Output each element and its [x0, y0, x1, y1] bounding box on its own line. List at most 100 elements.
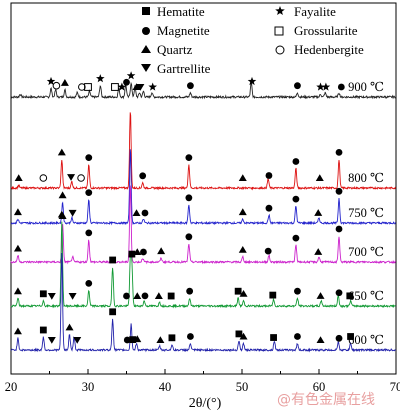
marker-0-3 [78, 83, 86, 91]
series-2 [10, 149, 396, 226]
legend-gartrellite: Gartrellite [141, 61, 211, 76]
series-line-0 [10, 81, 397, 100]
legend-hematite: Hematite [142, 4, 205, 19]
marker-3-0 [13, 244, 22, 252]
marker-5-16 [316, 336, 325, 343]
legend-quartz: Quartz [141, 42, 193, 57]
markers-4 [13, 210, 354, 300]
legend-grossularite-label: Grossularite [294, 23, 358, 38]
marker-2-4 [132, 209, 141, 216]
series-label-4: 650 ℃ [348, 289, 384, 303]
marker-5-18 [347, 333, 354, 340]
marker-4-6 [109, 256, 117, 264]
marker-1-8 [238, 174, 247, 181]
marker-5-4 [73, 337, 82, 344]
legend-magnetite: Magnetite [142, 23, 210, 38]
marker-0-10 [132, 83, 141, 90]
marker-0-1 [52, 81, 61, 90]
marker-1-11 [315, 174, 324, 181]
marker-4-3 [57, 210, 66, 218]
marker-4-19 [335, 289, 343, 297]
marker-4-14 [234, 287, 242, 295]
x-tick-label-0: 20 [5, 380, 18, 394]
markers-5 [13, 308, 354, 344]
x-tick-label-1: 30 [82, 380, 95, 394]
markers-2 [13, 187, 343, 217]
series-line-3 [10, 185, 397, 265]
marker-0-14 [247, 76, 257, 86]
marker-5-1 [39, 326, 47, 334]
marker-4-17 [294, 287, 301, 295]
markers-3 [13, 212, 343, 256]
marker-4-11 [154, 292, 163, 299]
marker-4-5 [85, 280, 93, 287]
marker-5-8 [133, 335, 142, 343]
series-label-2: 750 ℃ [348, 206, 384, 220]
legend-hedenbergite-label: Hedenbergite [294, 42, 364, 57]
marker-5-13 [239, 332, 248, 340]
legend-hedenbergite: Hedenbergite [275, 42, 364, 57]
marker-4-8 [128, 250, 136, 258]
legend-grossularite-symbol [274, 26, 284, 36]
legend-star-shape [275, 6, 285, 15]
series-label-5: 600 ℃ [348, 333, 384, 347]
marker-0-18 [337, 83, 345, 91]
marker-0-9 [126, 71, 136, 80]
marker-5-15 [294, 333, 301, 340]
marker-layer [13, 71, 354, 344]
markers-1 [14, 148, 343, 182]
marker-3-2 [85, 229, 93, 237]
marker-1-12 [335, 149, 343, 156]
marker-3-9 [292, 234, 300, 242]
marker-0-11 [136, 84, 145, 91]
marker-4-13 [186, 287, 194, 295]
legend-gartrellite-label: Gartrellite [157, 61, 211, 76]
marker-4-2 [47, 293, 56, 300]
x-axis: 20 30 40 50 60 70 [5, 369, 400, 394]
marker-0-12 [148, 82, 157, 91]
series-5 [10, 252, 397, 353]
x-axis-label: 2θ/(°) [189, 396, 222, 411]
series-layer [10, 81, 397, 353]
x-tick-label-4: 60 [313, 380, 326, 394]
marker-4-16 [269, 291, 277, 299]
legend-magnetite-symbol [142, 27, 150, 35]
series-label-0: 900 ℃ [348, 80, 384, 94]
legend-hematite-label: Hematite [157, 4, 205, 19]
series-line-5 [10, 252, 397, 353]
legend-grossularite: Grossularite [274, 23, 358, 38]
marker-1-10 [292, 158, 300, 165]
series-4 [10, 221, 396, 309]
marker-2-8 [265, 204, 273, 212]
marker-4-4 [68, 293, 77, 300]
marker-5-5 [109, 308, 117, 316]
marker-3-7 [238, 246, 247, 253]
marker-5-14 [270, 334, 277, 341]
legend-fayalite-label: Fayalite [294, 4, 336, 19]
marker-3-4 [140, 248, 147, 256]
series-label-1: 800 ℃ [348, 171, 384, 185]
marker-3-6 [185, 233, 193, 241]
marker-1-0 [14, 174, 23, 181]
x-tick-label-5: 70 [390, 380, 400, 394]
marker-3-10 [314, 248, 323, 255]
legend-quartz-label: Quartz [157, 42, 193, 57]
legend-fayalite-symbol [275, 6, 285, 15]
marker-0-2 [60, 79, 69, 86]
marker-1-6 [139, 172, 147, 180]
marker-2-1 [58, 191, 67, 199]
marker-0-15 [294, 82, 301, 90]
series-line-1 [10, 112, 397, 191]
marker-1-3 [67, 174, 76, 181]
marker-2-6 [185, 194, 193, 202]
marker-4-18 [316, 292, 325, 299]
series-1 [10, 112, 397, 191]
marker-5-7 [129, 336, 137, 344]
marker-2-5 [141, 209, 149, 217]
marker-2-11 [335, 187, 343, 195]
series-label-3: 700 ℃ [348, 245, 384, 259]
marker-1-9 [265, 172, 273, 179]
series-line-4 [10, 221, 396, 309]
marker-5-11 [187, 333, 194, 340]
legend-fayalite: Fayalite [275, 4, 336, 19]
